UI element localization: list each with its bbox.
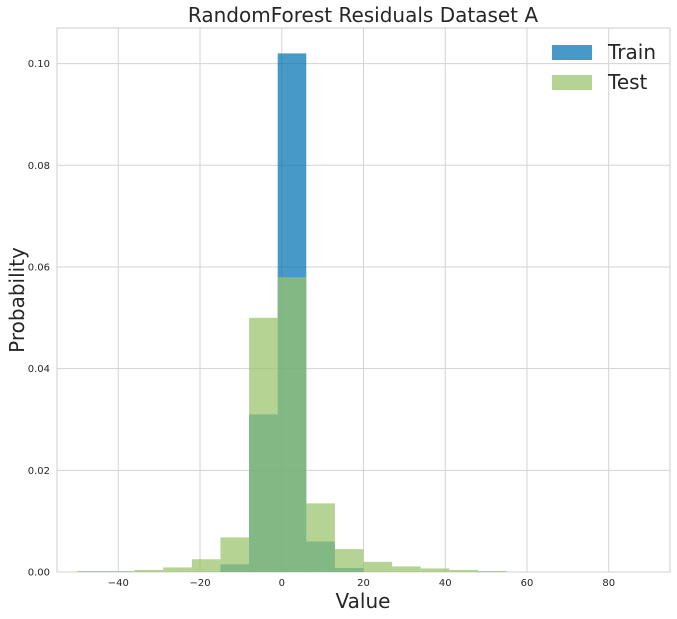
legend-label: Test <box>607 70 648 94</box>
x-axis-label: Value <box>336 589 391 613</box>
histogram-bar <box>249 317 278 572</box>
histogram-bar <box>134 569 164 572</box>
legend-swatch <box>552 75 592 90</box>
histogram-bar <box>306 503 335 572</box>
histogram-bar <box>392 566 421 572</box>
x-tick-label: 40 <box>439 578 452 589</box>
x-tick-label: 0 <box>279 578 285 589</box>
chart-title: RandomForest Residuals Dataset A <box>188 3 538 27</box>
y-tick-label: 0.06 <box>28 262 50 273</box>
y-tick-label: 0.04 <box>28 364 50 375</box>
y-tick-label: 0.02 <box>28 466 50 477</box>
histogram-bar <box>220 537 250 572</box>
x-tick-label: 20 <box>357 578 370 589</box>
legend-label: Train <box>607 40 656 64</box>
tick-labels: −40 −20 0 20 40 60 80 0.00 0.02 0.04 0.06 0.08 0.10 <box>28 59 615 589</box>
y-tick-label: 0.10 <box>28 59 50 70</box>
x-tick-label: 60 <box>521 578 534 589</box>
histogram-bar <box>420 568 450 572</box>
histogram-bar <box>191 559 221 572</box>
histogram-bar <box>477 570 507 572</box>
x-tick-label: 80 <box>602 578 615 589</box>
grid-lines <box>57 28 670 573</box>
y-tick-label: 0.00 <box>28 568 50 579</box>
x-tick-label: −40 <box>108 578 129 589</box>
histogram-bars <box>77 53 507 573</box>
x-tick-label: −20 <box>189 578 210 589</box>
histogram-bar <box>334 549 364 572</box>
histogram-bar <box>277 277 307 572</box>
legend: Train Test <box>552 40 656 94</box>
histogram-bar <box>449 569 478 572</box>
legend-swatch <box>552 45 592 60</box>
y-tick-label: 0.08 <box>28 161 50 172</box>
histogram-bar <box>106 570 135 572</box>
histogram-bar <box>363 561 393 572</box>
y-axis-label: Probability <box>5 247 29 353</box>
histogram-bar <box>163 567 192 572</box>
histogram-bar <box>77 570 107 572</box>
